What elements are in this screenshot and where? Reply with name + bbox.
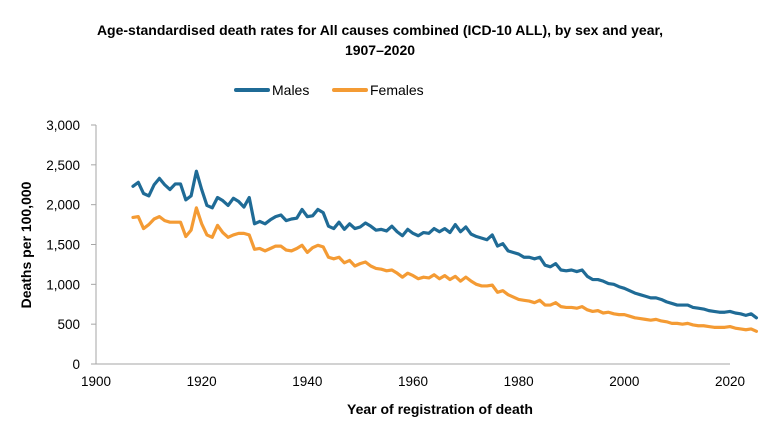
y-tick-label: 500 — [57, 317, 80, 332]
x-tick-label: 1900 — [81, 374, 111, 389]
x-axis: 1900 1920 1940 1960 1980 2000 2020 — [81, 363, 745, 389]
y-tick-label: 1,500 — [46, 238, 80, 253]
series-line-males — [131, 169, 759, 320]
y-tick-label: 3,000 — [46, 118, 80, 133]
legend: Males Females — [234, 82, 424, 98]
series-line-females — [131, 206, 759, 333]
plot-lines — [131, 169, 759, 333]
legend-label-females: Females — [370, 82, 424, 98]
y-tick-label: 2,000 — [46, 198, 80, 213]
x-tick-label: 1980 — [504, 374, 534, 389]
x-tick-label: 1920 — [187, 374, 217, 389]
y-axis-title: Deaths per 100,000 — [18, 181, 34, 308]
x-tick-label: 1960 — [398, 374, 428, 389]
x-tick-label: 2020 — [715, 374, 745, 389]
legend-item-females: Females — [332, 82, 424, 98]
y-tick-label: 2,500 — [46, 158, 80, 173]
y-axis: 0 500 1,000 1,500 2,000 2,500 3,000 — [46, 118, 97, 372]
y-tick-label: 1,000 — [46, 277, 80, 292]
chart-title-line2: 1907–2020 — [345, 42, 415, 58]
x-tick-label: 2000 — [609, 374, 639, 389]
chart-title: Age-standardised death rates for All cau… — [97, 22, 663, 38]
legend-item-males: Males — [234, 82, 309, 98]
x-axis-title: Year of registration of death — [347, 401, 533, 417]
legend-label-males: Males — [272, 82, 309, 98]
x-tick-label: 1940 — [292, 374, 322, 389]
y-tick-label: 0 — [72, 357, 80, 372]
